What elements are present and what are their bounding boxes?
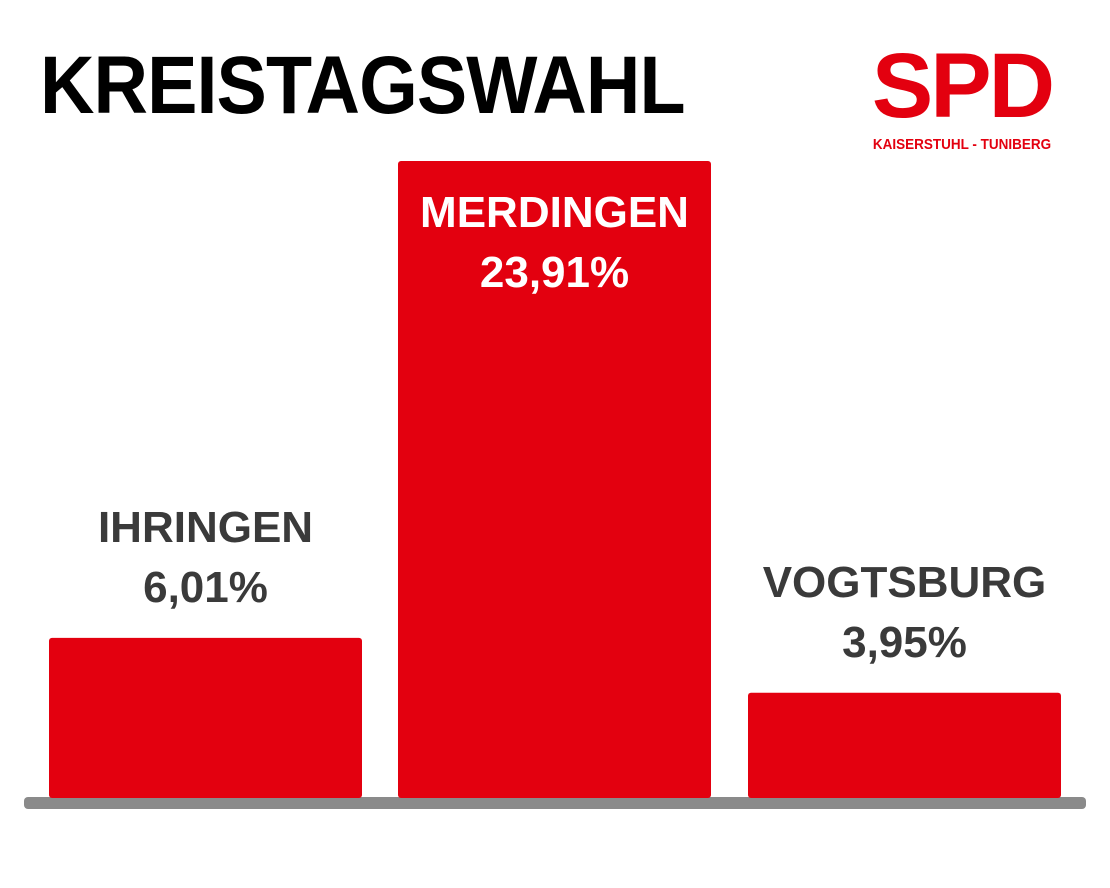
bar-vogtsburg [748,692,1061,798]
logo-subtitle: KAISERSTUHL - TUNIBERG [872,136,1052,153]
bar-ihringen [49,637,362,798]
value-label-ihringen: 6,01% [143,563,268,612]
category-label-ihringen: IHRINGEN [98,503,313,552]
category-label-vogtsburg: VOGTSBURG [763,558,1047,607]
value-label-merdingen: 23,91% [480,248,629,297]
bar-merdingen [398,161,711,798]
logo-mark: SPD [871,35,1055,137]
chart-baseline [24,797,1086,809]
category-label-merdingen: MERDINGEN [420,188,689,237]
spd-logo: SPD KAISERSTUHL - TUNIBERG [862,40,1062,154]
chart-title: KREISTAGSWAHL [40,40,686,131]
value-label-vogtsburg: 3,95% [842,618,967,667]
